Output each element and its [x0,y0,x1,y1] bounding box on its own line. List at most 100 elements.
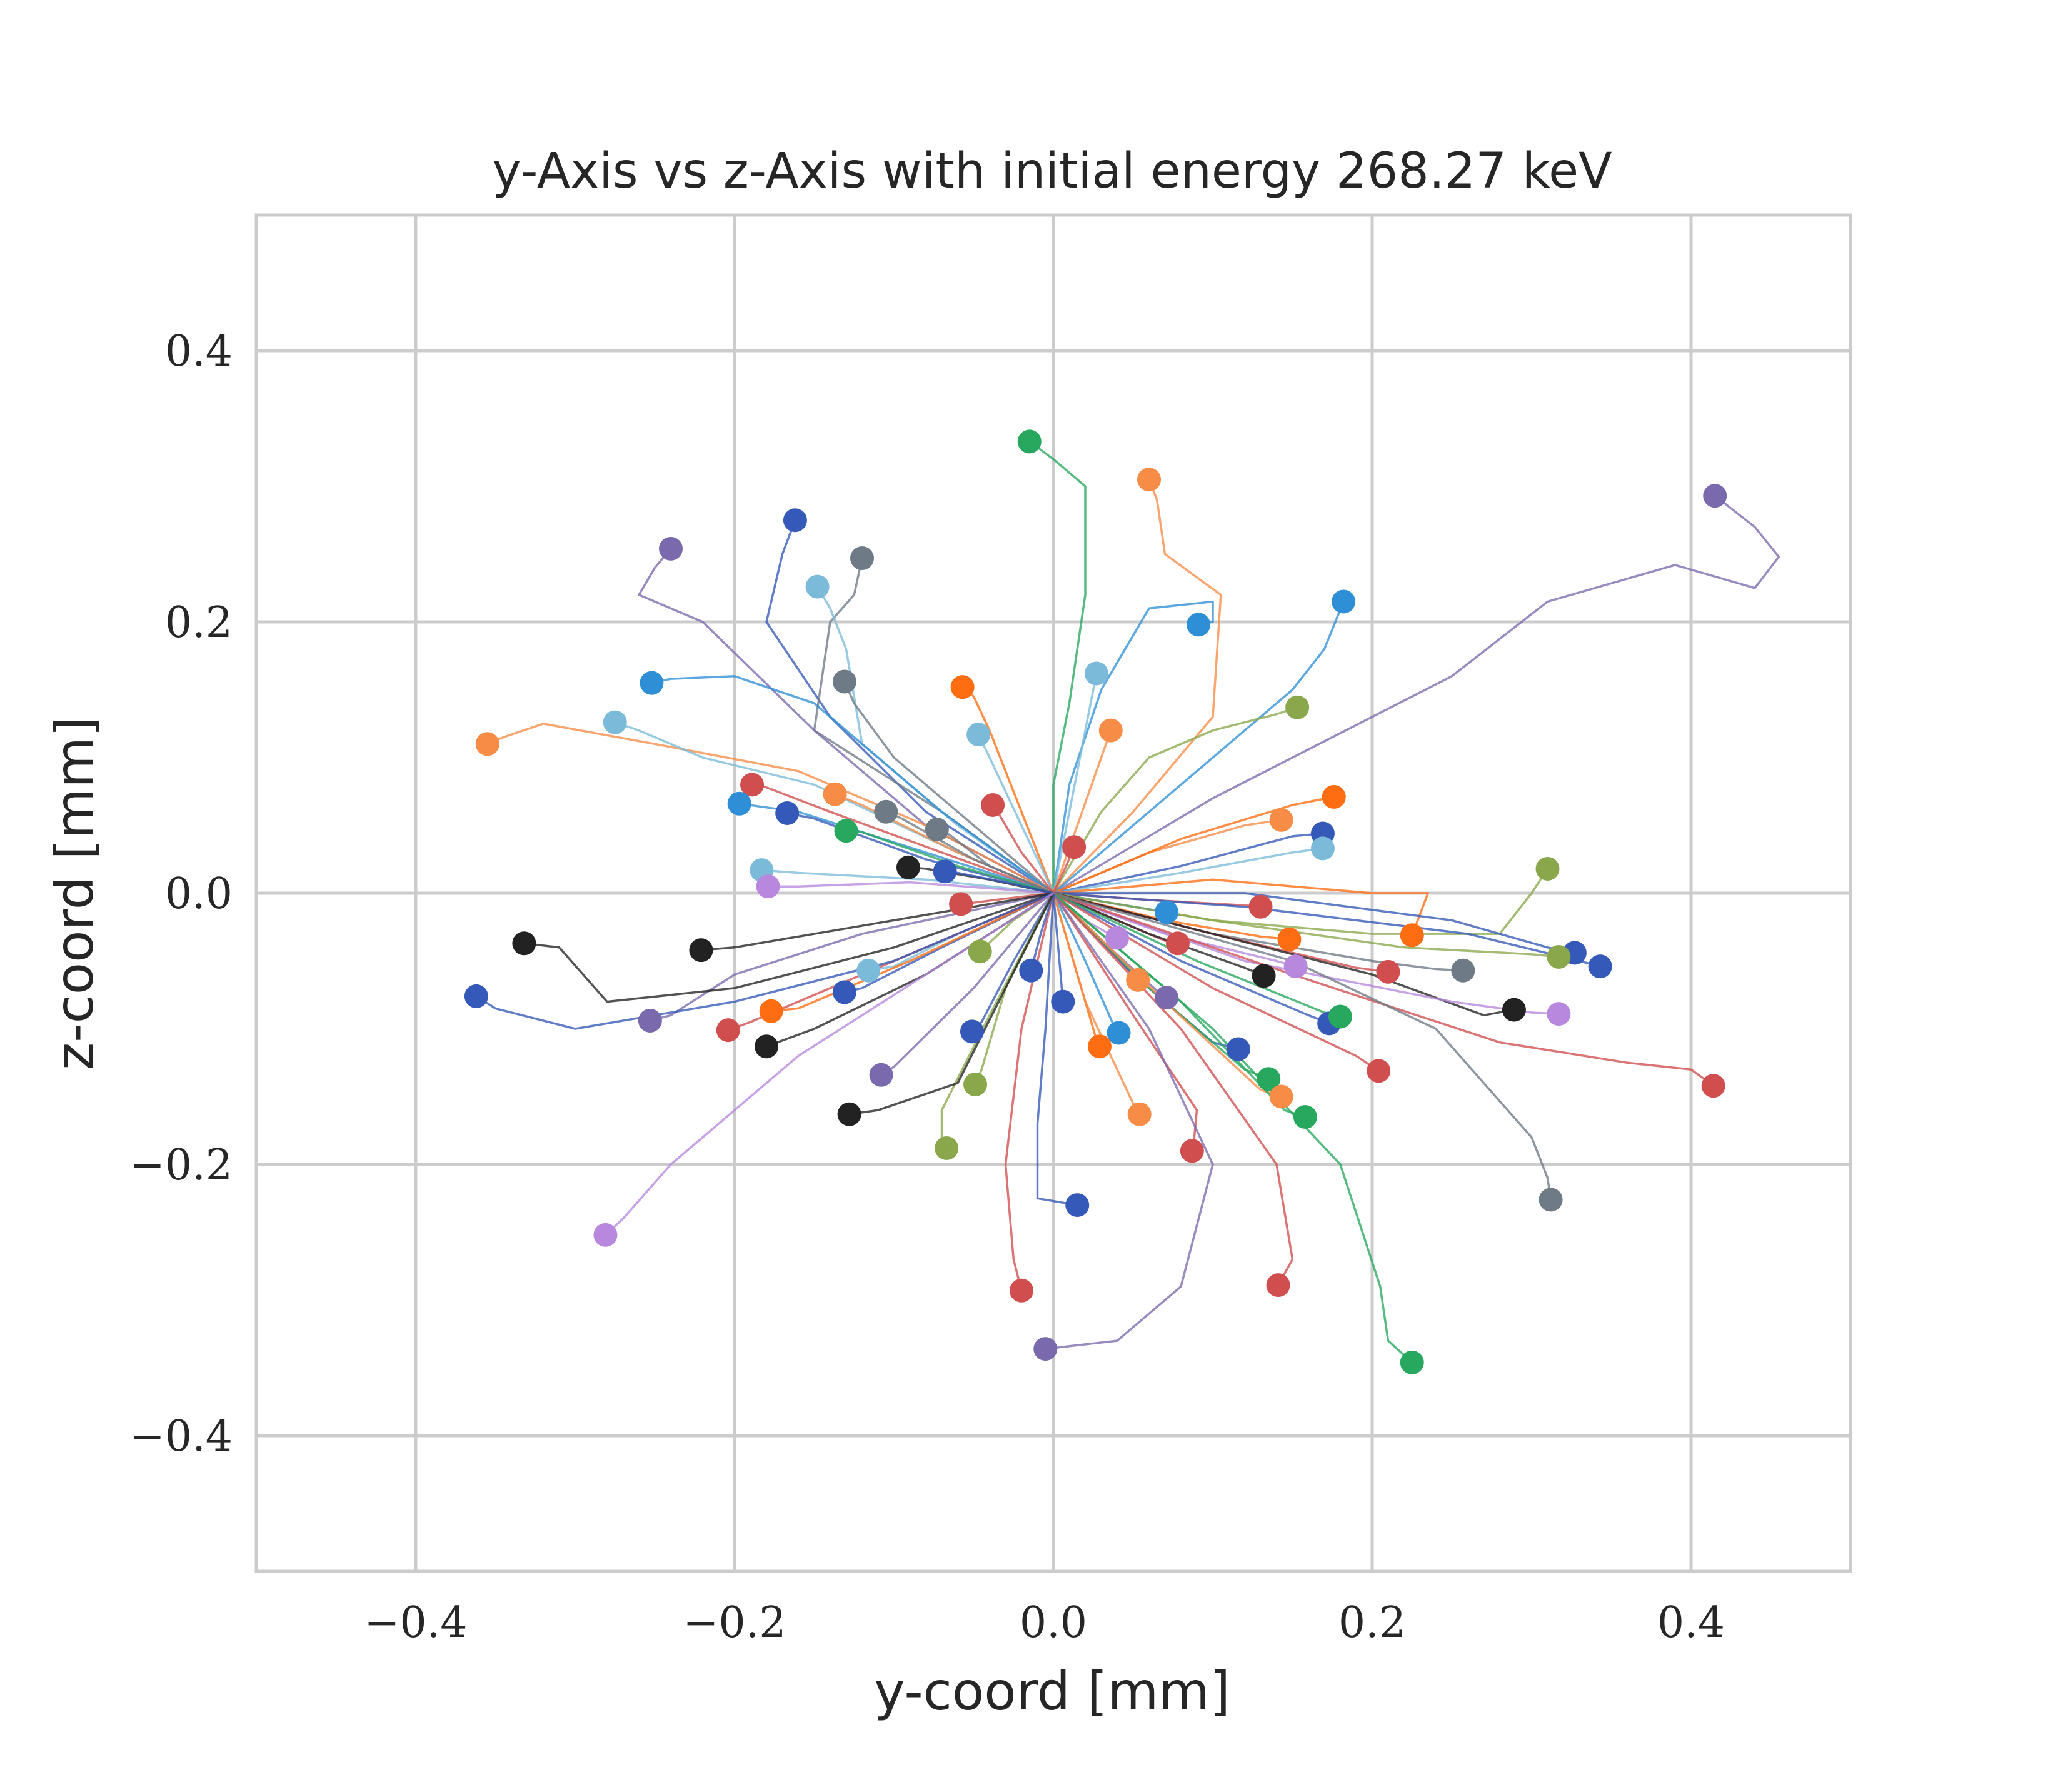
trajectory-line [1052,672,1098,894]
endpoint-marker [1098,718,1123,743]
endpoint-marker [1187,613,1211,637]
endpoint-marker [966,723,991,747]
trajectory-line [700,892,1055,951]
endpoint-marker [1502,998,1526,1022]
trajectory-line [1052,892,1065,1003]
endpoint-marker [512,931,536,956]
endpoint-marker [823,782,847,806]
endpoint-marker [638,1008,662,1033]
endpoint-marker [1017,429,1042,454]
endpoint-marker [1269,1084,1293,1109]
endpoint-marker [805,574,830,599]
endpoint-marker [935,1136,959,1160]
endpoint-marker [716,1018,740,1043]
endpoint-marker [759,999,783,1023]
trajectory-line [1052,706,1298,894]
trajectory-line [1052,878,1430,937]
endpoint-marker [1019,958,1043,983]
endpoint-marker [640,671,664,695]
endpoint-marker [949,892,973,916]
endpoint-marker [1165,931,1190,956]
endpoint-marker [1252,964,1276,988]
trajectory-line [1036,892,1079,1206]
x-tick-label: 0.4 [1657,1598,1725,1648]
endpoint-marker [775,801,800,825]
endpoint-marker [1107,1021,1131,1045]
endpoint-marker [603,710,627,734]
endpoint-marker [1127,1102,1152,1126]
endpoint-marker [1051,989,1075,1014]
trajectory-line [786,812,1055,894]
endpoint-marker [755,1034,778,1059]
endpoint-marker [464,984,488,1008]
endpoint-marker [1703,484,1727,508]
endpoint-marker [1376,959,1400,984]
endpoint-marker [1257,1067,1281,1091]
trajectory-line [1052,847,1324,894]
endpoint-marker [1328,1004,1352,1029]
trajectory-line [1052,600,1345,894]
endpoint-marker [1062,835,1087,859]
endpoint-marker [593,1223,618,1247]
endpoint-marker [1400,923,1424,948]
endpoint-marker [1084,661,1108,686]
plot-frame [254,213,1852,1573]
x-tick-labels: −0.4 −0.2 0.0 0.2 0.4 [364,1598,1725,1648]
endpoint-marker [925,818,949,842]
endpoint-marker [1180,1139,1204,1163]
endpoint-marker [1033,1337,1058,1361]
endpoint-marker [1451,958,1475,983]
endpoint-marker [874,799,898,824]
trajectory-line [523,892,1055,1003]
endpoint-marker [659,536,683,561]
chart-title: y-Axis vs z-Axis with initial energy 268… [492,143,1612,199]
y-tick-label: −0.2 [129,1141,233,1190]
endpoint-marker [960,1019,984,1044]
x-tick-label: 0.0 [1020,1598,1087,1648]
y-tick-label: 0.2 [165,598,233,648]
endpoint-marker [1310,836,1335,861]
endpoint-markers [464,429,1727,1374]
endpoint-marker [1701,1074,1725,1098]
endpoint-marker [1010,1278,1033,1303]
endpoint-marker [950,675,975,699]
x-tick-label: −0.2 [683,1598,786,1648]
endpoint-marker [1547,944,1571,969]
endpoint-marker [689,938,713,963]
trajectory-line [1028,440,1087,894]
y-tick-label: −0.4 [129,1412,233,1461]
endpoint-marker [1269,808,1293,832]
endpoint-marker [896,855,920,879]
trajectory-line [486,723,1055,894]
trajectory-line [816,585,1055,894]
endpoint-marker [1105,926,1129,950]
trajectory-line [604,892,1055,1236]
endpoint-marker [1535,856,1560,881]
endpoint-marker [1588,954,1612,979]
endpoint-marker [783,508,807,533]
x-axis-label: y-coord [mm] [874,1661,1230,1722]
endpoint-marker [1400,1350,1424,1374]
endpoint-marker [933,859,957,884]
trajectory-line [1052,892,1576,954]
trajectory-line [1052,494,1780,894]
trajectory-line [760,869,1055,894]
endpoint-marker [1283,954,1308,979]
trajectory-line [1052,892,1380,1073]
endpoint-marker [1332,589,1356,614]
trajectory-line [1052,892,1715,1087]
endpoint-marker [837,1102,861,1126]
trajectory-line [1052,796,1335,894]
endpoint-marker [832,669,856,694]
endpoint-marker [475,732,499,756]
endpoint-marker [1155,900,1179,924]
trajectory-line [766,881,1055,894]
endpoint-marker [1367,1059,1391,1083]
endpoint-marker [1065,1193,1090,1218]
endpoint-marker [968,939,992,964]
endpoint-marker [1277,927,1302,951]
endpoint-marker [1226,1037,1250,1061]
trajectory-line [977,733,1055,894]
endpoint-marker [963,1072,988,1096]
